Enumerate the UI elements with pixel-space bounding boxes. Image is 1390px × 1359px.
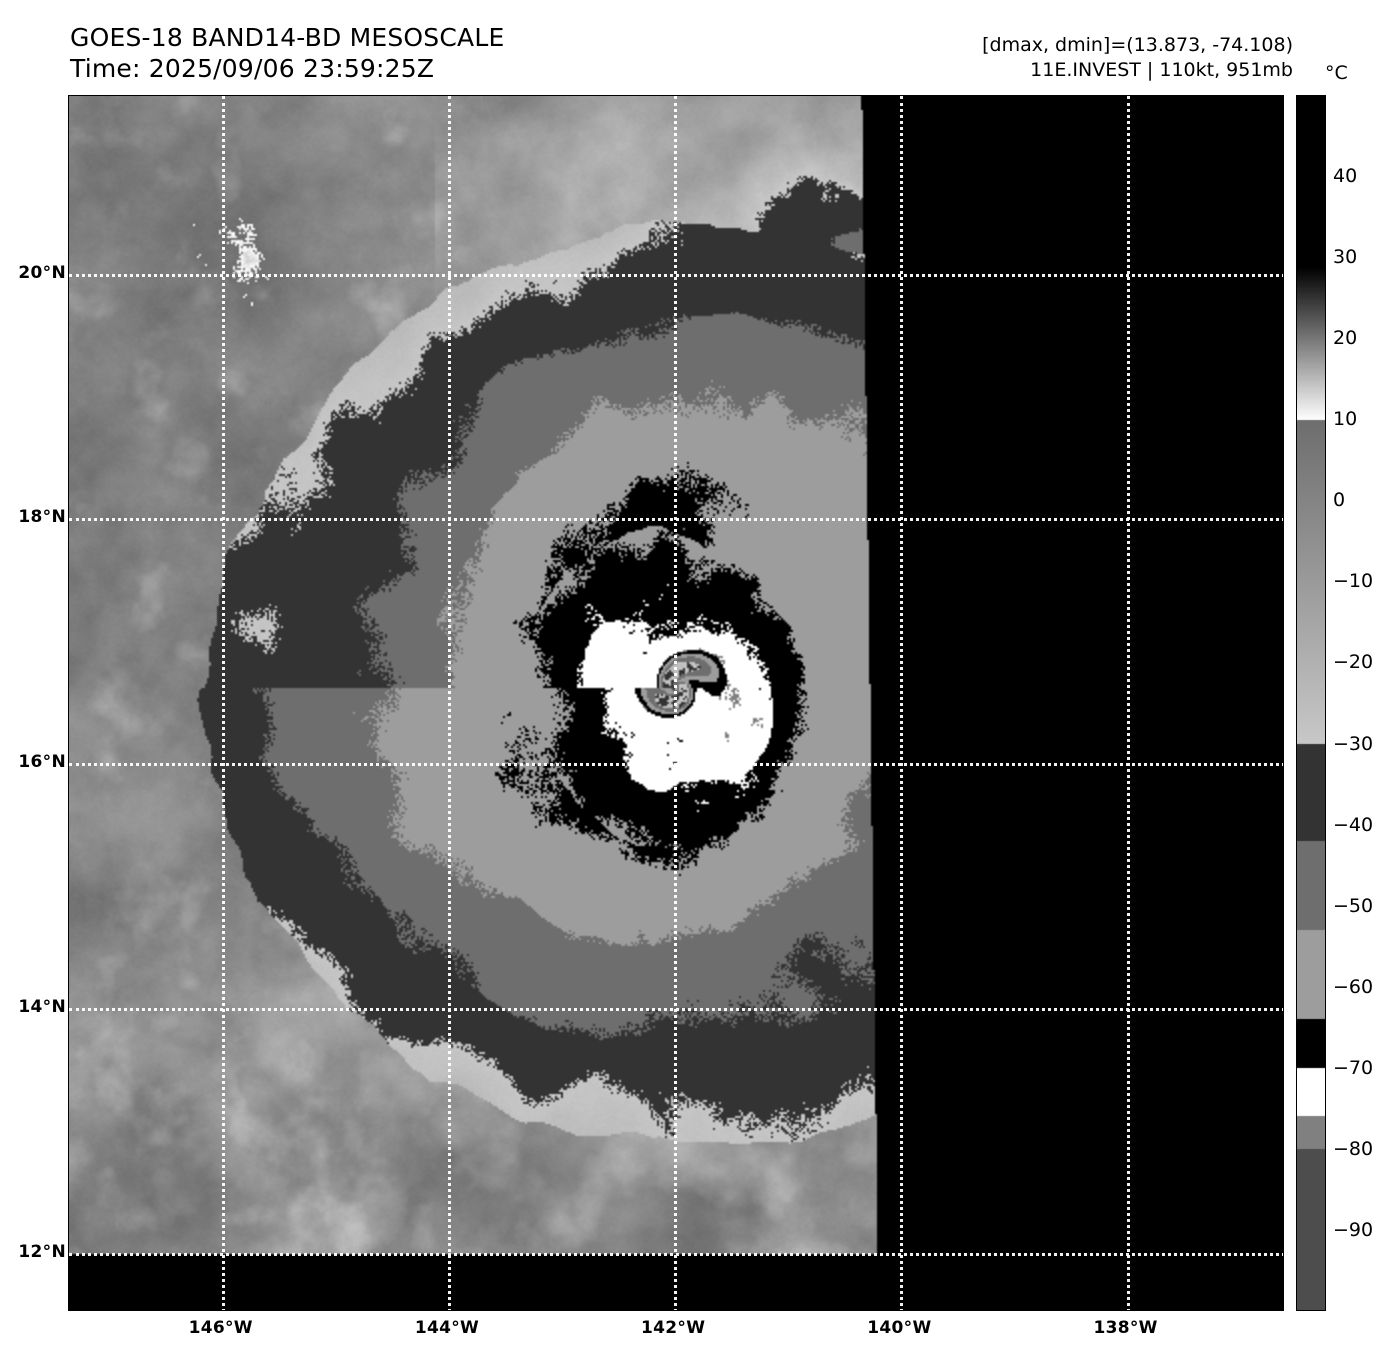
lat-tick-14: 14°N <box>18 997 66 1018</box>
lon-tick-146: 146°W <box>188 1318 253 1338</box>
colorbar-tick-0: 0 <box>1333 489 1346 512</box>
colorbar-tick--90: −90 <box>1333 1218 1374 1241</box>
colorbar-tick--80: −80 <box>1333 1137 1374 1160</box>
colorbar-tick--30: −30 <box>1333 732 1374 755</box>
gridline-lon-140 <box>900 96 904 1310</box>
timestamp: Time: 2025/09/06 23:59:25Z <box>70 54 435 83</box>
lat-tick-12: 12°N <box>18 1242 66 1263</box>
dmax-dmin-readout: [dmax, dmin]=(13.873, -74.108) <box>982 34 1293 56</box>
lon-tick-142: 142°W <box>641 1318 706 1338</box>
gridline-lon-146 <box>221 96 225 1310</box>
colorbar-tick-40: 40 <box>1333 165 1358 188</box>
lat-tick-18: 18°N <box>18 507 66 528</box>
colorbar-tick--60: −60 <box>1333 975 1374 998</box>
colorbar-tick-10: 10 <box>1333 408 1358 431</box>
colorbar-tick--10: −10 <box>1333 570 1374 593</box>
colorbar-tick--70: −70 <box>1333 1056 1374 1079</box>
lon-tick-138: 138°W <box>1093 1318 1158 1338</box>
colorbar-unit-label: °C <box>1325 62 1348 84</box>
colorbar-tick-30: 30 <box>1333 246 1358 269</box>
gridline-lon-142 <box>674 96 678 1310</box>
lat-tick-16: 16°N <box>18 752 66 773</box>
page-title: GOES-18 BAND14-BD MESOSCALE <box>70 23 505 52</box>
gridline-lon-144 <box>447 96 451 1310</box>
lon-tick-144: 144°W <box>414 1318 480 1338</box>
colorbar-gradient <box>1297 96 1325 1310</box>
colorbar-tick--40: −40 <box>1333 813 1374 836</box>
gridline-lon-138 <box>1126 96 1130 1310</box>
temperature-colorbar[interactable] <box>1296 95 1326 1311</box>
colorbar-tick-20: 20 <box>1333 327 1358 350</box>
lon-tick-140: 140°W <box>867 1318 932 1338</box>
lat-tick-20: 20°N <box>18 262 66 283</box>
colorbar-tick--20: −20 <box>1333 651 1374 674</box>
satellite-image-panel[interactable]: Copyright © 2020-2025 Dapiya <box>68 95 1284 1311</box>
storm-info: 11E.INVEST | 110kt, 951mb <box>1030 59 1293 81</box>
colorbar-tick--50: −50 <box>1333 894 1374 917</box>
